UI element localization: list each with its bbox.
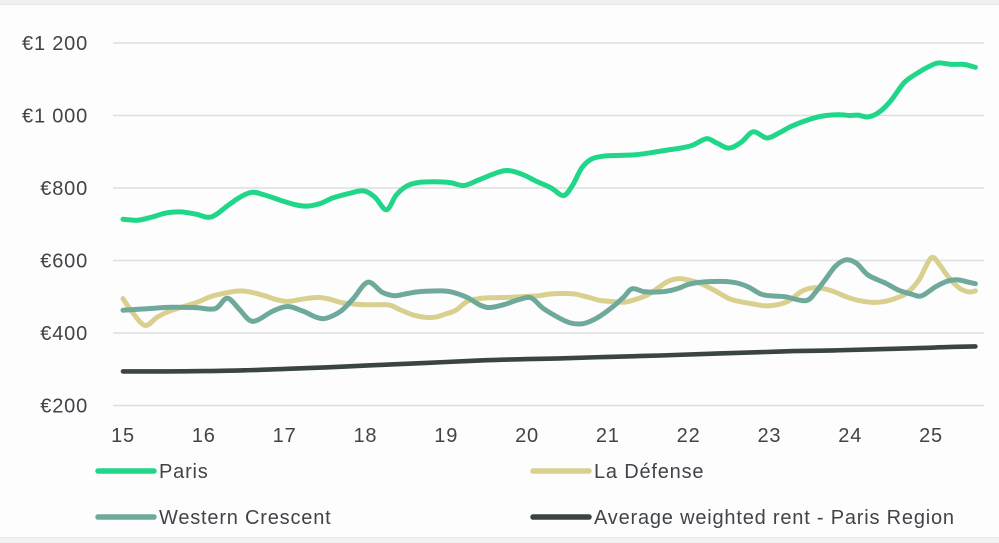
svg-text:22: 22	[677, 425, 701, 447]
svg-text:Paris: Paris	[159, 461, 209, 483]
svg-text:16: 16	[192, 425, 216, 447]
svg-text:Average weighted rent - Paris: Average weighted rent - Paris Region	[594, 507, 955, 529]
svg-text:25: 25	[919, 425, 943, 447]
svg-text:18: 18	[353, 425, 377, 447]
svg-text:Western Crescent: Western Crescent	[159, 507, 332, 529]
svg-text:€400: €400	[40, 323, 88, 345]
svg-text:20: 20	[515, 425, 539, 447]
svg-text:23: 23	[757, 425, 781, 447]
svg-text:17: 17	[273, 425, 297, 447]
svg-text:21: 21	[596, 425, 620, 447]
svg-text:€200: €200	[40, 396, 88, 418]
svg-text:€600: €600	[40, 251, 88, 273]
svg-text:La Défense: La Défense	[594, 461, 704, 483]
svg-text:€1 000: €1 000	[22, 106, 88, 128]
svg-text:€800: €800	[40, 178, 88, 200]
svg-text:15: 15	[111, 425, 135, 447]
svg-text:€1 200: €1 200	[22, 33, 88, 55]
svg-text:19: 19	[434, 425, 458, 447]
svg-text:24: 24	[838, 425, 862, 447]
